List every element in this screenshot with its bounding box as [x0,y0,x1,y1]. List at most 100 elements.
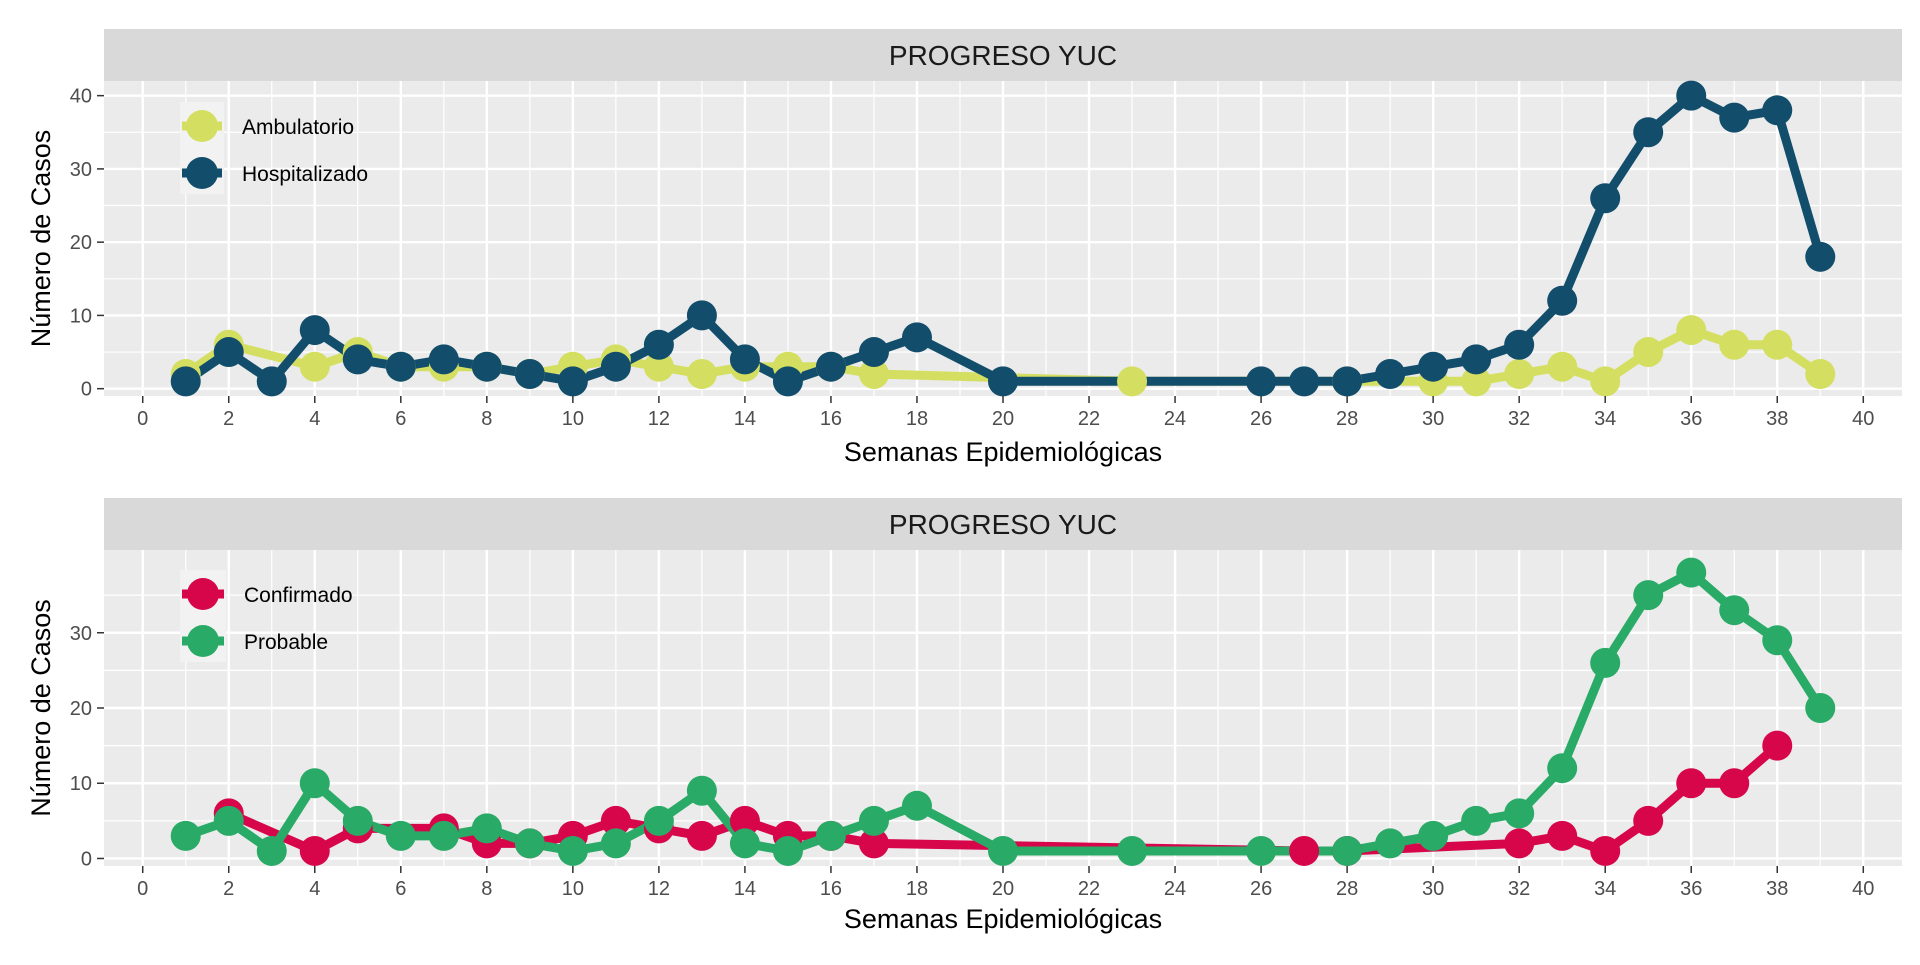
data-point-confirmado [1504,828,1535,859]
data-point-probable [1418,820,1449,851]
legend-key-point [187,578,219,610]
data-point-hospitalizado [1633,117,1664,148]
data-point-hospitalizado [1461,344,1492,375]
data-point-ambulatorio [1117,366,1148,397]
data-point-hospitalizado [858,337,889,368]
data-point-confirmado [1289,835,1320,866]
data-point-hospitalizado [772,366,803,397]
data-point-hospitalizado [643,329,674,360]
x-tick-label: 18 [906,408,928,430]
data-point-confirmado [299,835,330,866]
data-point-probable [1719,595,1750,626]
x-axis-title: Semanas Epidemiológicas [844,437,1162,467]
x-tick-label: 40 [1852,408,1874,430]
data-point-hospitalizado [729,344,760,375]
data-point-ambulatorio [1547,351,1578,382]
legend-key-point [186,110,218,142]
data-point-hospitalizado [1289,366,1320,397]
data-point-probable [170,820,201,851]
data-point-probable [858,805,889,836]
data-point-hospitalizado [686,300,717,331]
data-point-hospitalizado [815,351,846,382]
x-tick-label: 20 [992,408,1014,430]
x-tick-label: 2 [223,408,234,430]
x-tick-label: 26 [1250,878,1272,900]
y-axis-title: Número de Casos [26,130,56,348]
x-tick-label: 20 [992,878,1014,900]
data-point-confirmado [1547,820,1578,851]
data-point-ambulatorio [1762,329,1793,360]
data-point-hospitalizado [1332,366,1363,397]
legend-key-point [186,157,218,189]
y-tick-label: 0 [81,848,92,870]
data-point-ambulatorio [1504,359,1535,390]
data-point-ambulatorio [686,359,717,390]
data-point-confirmado [1633,805,1664,836]
x-tick-label: 12 [648,878,670,900]
data-point-confirmado [1676,768,1707,799]
data-point-probable [256,835,287,866]
x-tick-label: 26 [1250,408,1272,430]
data-point-hospitalizado [1246,366,1277,397]
data-point-hospitalizado [1719,102,1750,133]
data-point-probable [557,835,588,866]
data-point-hospitalizado [428,344,459,375]
data-point-probable [815,820,846,851]
data-point-probable [1805,693,1836,723]
x-tick-label: 10 [562,878,584,900]
data-point-probable [1762,625,1793,656]
data-point-ambulatorio [1461,366,1492,397]
legend-key-point [187,625,219,657]
x-axis-title: Semanas Epidemiológicas [844,904,1162,934]
data-point-ambulatorio [299,351,330,382]
data-point-probable [1590,647,1621,678]
x-tick-label: 12 [648,408,670,430]
data-point-probable [1504,798,1535,829]
x-tick-label: 38 [1766,878,1788,900]
x-tick-label: 6 [395,408,406,430]
data-point-hospitalizado [299,315,330,346]
data-point-confirmado [729,805,760,836]
x-tick-label: 30 [1422,408,1444,430]
data-point-probable [471,813,502,844]
y-tick-label: 10 [70,305,92,327]
data-point-hospitalizado [514,359,545,390]
data-point-hospitalizado [1762,95,1793,126]
x-tick-label: 8 [481,408,492,430]
facet-title: PROGRESO YUC [889,40,1117,71]
x-tick-label: 28 [1336,878,1358,900]
x-tick-label: 2 [223,878,234,900]
x-tick-label: 6 [395,878,406,900]
y-tick-label: 10 [70,773,92,795]
data-point-ambulatorio [1590,366,1621,397]
data-point-hospitalizado [256,366,287,397]
x-tick-label: 38 [1766,408,1788,430]
y-axis-title: Número de Casos [26,599,56,817]
data-point-probable [772,835,803,866]
data-point-probable [1375,828,1406,859]
data-point-probable [428,820,459,851]
x-tick-label: 34 [1594,878,1616,900]
y-tick-label: 20 [70,232,92,254]
data-point-hospitalizado [600,351,631,382]
data-point-confirmado [686,820,717,851]
data-point-probable [729,828,760,859]
facet-title: PROGRESO YUC [889,509,1117,540]
data-point-hospitalizado [1590,183,1621,214]
x-tick-label: 4 [309,878,320,900]
data-point-probable [686,775,717,806]
data-point-ambulatorio [1633,337,1664,368]
data-point-confirmado [858,828,889,859]
data-point-probable [213,805,244,836]
data-point-probable [988,835,1018,866]
data-point-ambulatorio [858,359,889,390]
x-tick-label: 10 [562,408,584,430]
x-tick-label: 16 [820,878,842,900]
x-tick-label: 28 [1336,408,1358,430]
x-tick-label: 18 [906,878,928,900]
data-point-probable [514,828,545,859]
